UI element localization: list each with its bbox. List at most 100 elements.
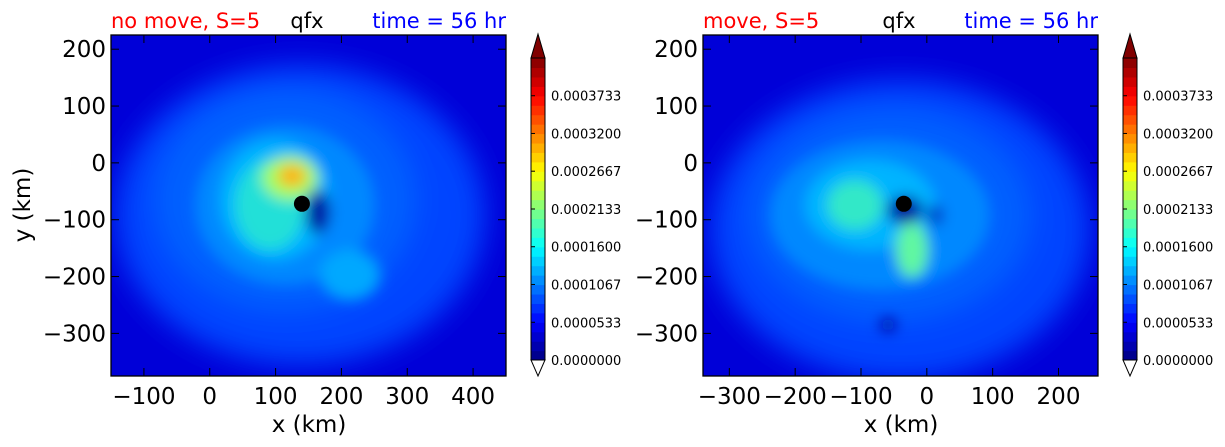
colorbar-band bbox=[1123, 350, 1137, 361]
colorbar-band bbox=[531, 180, 545, 191]
colorbar-tick-label: 0.0000533 bbox=[1143, 316, 1213, 331]
colorbar-band bbox=[1123, 199, 1137, 210]
colorbar-band bbox=[531, 67, 545, 78]
y-tick-label: 100 bbox=[654, 94, 698, 120]
colorbar-band bbox=[531, 227, 545, 238]
colorbar-band bbox=[531, 152, 545, 163]
colorbar-band bbox=[1123, 209, 1137, 220]
colorbar-band bbox=[531, 265, 545, 276]
title-center: qfx bbox=[290, 9, 323, 33]
colorbar-band bbox=[531, 331, 545, 342]
colorbar-band bbox=[531, 237, 545, 248]
colorbar-band bbox=[531, 303, 545, 314]
colorbar-extend-max bbox=[1122, 32, 1138, 59]
colorbar-band bbox=[531, 322, 545, 333]
colorbar-band bbox=[531, 275, 545, 286]
colorbar: 0.0000000 0.0000533 0.0001067 0.0001600 0.00… bbox=[1122, 32, 1213, 378]
x-tick-label: −100 bbox=[112, 384, 175, 410]
colorbar-band bbox=[1123, 303, 1137, 314]
colorbar-band bbox=[1123, 341, 1137, 352]
colorbar-band bbox=[531, 133, 545, 144]
y-tick-label: −300 bbox=[635, 321, 698, 347]
y-axis-label: y (km) bbox=[10, 168, 36, 243]
colorbar-band bbox=[1123, 142, 1137, 153]
colorbar: 0.0000000 0.0000533 0.0001067 0.0001600 0.00… bbox=[530, 32, 621, 378]
title-left: no move, S=5 bbox=[111, 9, 260, 33]
colorbar-band bbox=[1123, 105, 1137, 116]
colorbar-band bbox=[1123, 293, 1137, 304]
colorbar-tick-label: 0.0001067 bbox=[551, 278, 621, 293]
y-tick-label: 200 bbox=[62, 37, 106, 63]
panel-no-move: no move, S=5 qfx time = 56 hr −100 0 100 20… bbox=[10, 9, 621, 438]
plot-frame bbox=[702, 34, 1099, 377]
colorbar-band bbox=[531, 209, 545, 220]
colorbar-band bbox=[1123, 256, 1137, 267]
y-tick-label: −100 bbox=[635, 208, 698, 234]
colorbar-band bbox=[1123, 237, 1137, 248]
colorbar-band bbox=[1123, 161, 1137, 172]
x-axis-label: x (km) bbox=[272, 412, 347, 438]
x-tick-label: −100 bbox=[829, 384, 892, 410]
x-tick-label: 0 bbox=[202, 384, 217, 410]
colorbar-band bbox=[531, 161, 545, 172]
colorbar-band bbox=[1123, 124, 1137, 135]
colorbar-band bbox=[531, 190, 545, 201]
colorbar-extend-max bbox=[530, 32, 546, 59]
y-tick-label: 0 bbox=[683, 151, 698, 177]
colorbar-band bbox=[531, 256, 545, 267]
colorbar-extend-min bbox=[530, 359, 546, 378]
title-right: time = 56 hr bbox=[372, 9, 506, 33]
colorbar-tick-label: 0.0001600 bbox=[551, 241, 621, 256]
colorbar-extend-min bbox=[1122, 359, 1138, 378]
colorbar-band bbox=[531, 114, 545, 125]
x-tick-label: 400 bbox=[451, 384, 495, 410]
colorbar-band bbox=[531, 312, 545, 323]
colorbar-band bbox=[531, 105, 545, 116]
colorbar-band bbox=[1123, 114, 1137, 125]
title-left: move, S=5 bbox=[703, 9, 819, 33]
colorbar-band bbox=[531, 350, 545, 361]
colorbar-band bbox=[531, 86, 545, 97]
y-tick-label: 200 bbox=[654, 37, 698, 63]
colorbar-band bbox=[1123, 95, 1137, 106]
colorbar-band bbox=[531, 293, 545, 304]
colorbar-band bbox=[531, 246, 545, 257]
colorbar-band bbox=[1123, 76, 1137, 87]
colorbar-tick-label: 0.0001067 bbox=[1143, 278, 1213, 293]
x-tick-label: 100 bbox=[971, 384, 1015, 410]
panel-move: move, S=5 qfx time = 56 hr −300 −200 −100 0… bbox=[635, 9, 1213, 438]
contour-field bbox=[111, 35, 506, 376]
colorbar-band bbox=[1123, 67, 1137, 78]
x-tick-label: 100 bbox=[254, 384, 298, 410]
colorbar-band bbox=[1123, 190, 1137, 201]
colorbar-band bbox=[1123, 86, 1137, 97]
colorbar-tick-label: 0.0000000 bbox=[1143, 354, 1213, 369]
x-tick-label: −200 bbox=[764, 384, 827, 410]
colorbar-band bbox=[531, 124, 545, 135]
colorbar-tick-label: 0.0002667 bbox=[1143, 165, 1213, 180]
colorbar-tick-label: 0.0003200 bbox=[551, 127, 621, 142]
title-center: qfx bbox=[882, 9, 915, 33]
y-tick-label: 0 bbox=[91, 151, 106, 177]
colorbar-band bbox=[531, 76, 545, 87]
colorbar-band bbox=[531, 218, 545, 229]
title-right: time = 56 hr bbox=[964, 9, 1098, 33]
colorbar-tick-label: 0.0002133 bbox=[1143, 203, 1213, 218]
colorbar-band bbox=[1123, 331, 1137, 342]
colorbar-tick-label: 0.0003733 bbox=[1143, 90, 1213, 105]
x-tick-label: −300 bbox=[698, 384, 761, 410]
y-tick-label: −100 bbox=[43, 208, 106, 234]
x-tick-label: 300 bbox=[385, 384, 429, 410]
x-tick-label: 200 bbox=[1037, 384, 1081, 410]
colorbar-tick-label: 0.0003733 bbox=[551, 90, 621, 105]
colorbar-band bbox=[1123, 246, 1137, 257]
colorbar-band bbox=[1123, 322, 1137, 333]
colorbar-tick-label: 0.0003200 bbox=[1143, 127, 1213, 142]
colorbar-band bbox=[531, 58, 545, 69]
axes: −100 0 100 200 300 400 200 100 0 −100 −200 −300 bbox=[43, 35, 506, 410]
colorbar-band bbox=[531, 284, 545, 295]
colorbar-tick-label: 0.0001600 bbox=[1143, 241, 1213, 256]
colorbar-band bbox=[1123, 218, 1137, 229]
